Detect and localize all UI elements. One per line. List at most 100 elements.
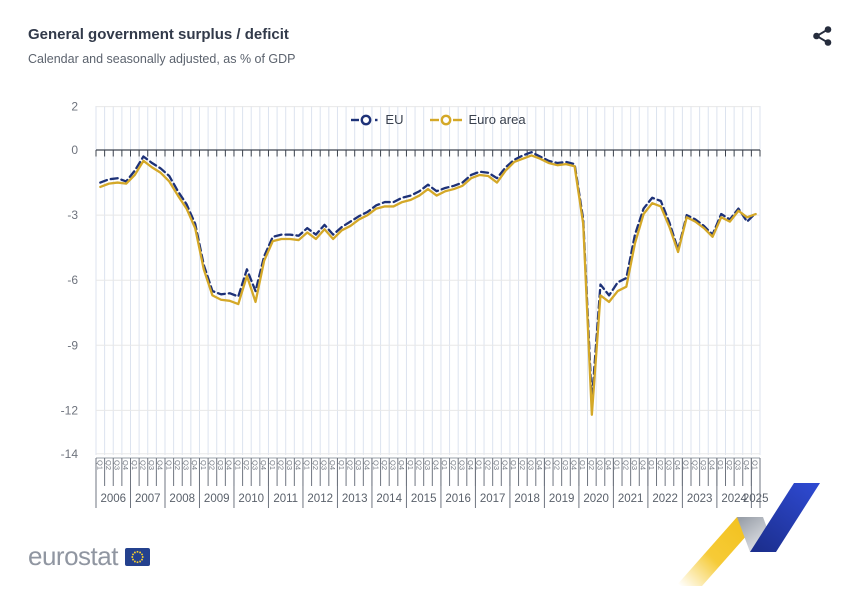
year-label: 2012 [307,493,333,505]
year-label: 2007 [135,493,161,505]
year-label: 2016 [445,493,471,505]
quarter-label: Q1 [682,460,691,470]
quarter-label: Q2 [621,460,630,470]
quarter-label: Q3 [561,460,570,470]
quarter-label: Q1 [613,460,622,470]
quarter-label: Q2 [449,460,458,470]
quarter-label: Q4 [570,460,579,470]
quarter-label: Q4 [328,460,337,470]
quarter-label: Q1 [647,460,656,470]
quarter-label: Q3 [285,460,294,470]
quarter-label: Q1 [475,460,484,470]
quarter-label: Q4 [535,460,544,470]
euro-area-line-marker [430,114,463,125]
quarter-label: Q2 [587,460,596,470]
year-label: 2025 [743,493,769,505]
legend-label-eu: EU [385,112,404,127]
quarter-label: Q1 [164,460,173,470]
quarter-label: Q4 [432,460,441,470]
y-axis-label: -9 [67,338,78,352]
year-label: 2017 [480,493,506,505]
legend-item-eu[interactable]: EU [350,112,403,127]
quarter-label: Q1 [578,460,587,470]
year-label: 2024 [721,493,747,505]
y-axis-label: -3 [67,208,78,222]
quarter-label: Q3 [492,460,501,470]
quarter-label: Q1 [302,460,311,470]
quarter-label: Q4 [742,460,751,470]
year-label: 2006 [100,493,126,505]
quarter-label: Q4 [673,460,682,470]
quarter-label: Q3 [733,460,742,470]
year-label: 2009 [204,493,230,505]
eurostat-logo: eurostat [28,541,150,572]
quarter-label: Q3 [147,460,156,470]
quarter-label: Q1 [268,460,277,470]
quarter-label: Q2 [483,460,492,470]
quarter-label: Q2 [242,460,251,470]
share-nodes-icon [813,26,832,46]
quarter-label: Q1 [440,460,449,470]
quarter-label: Q4 [121,460,130,470]
quarter-label: Q3 [423,460,432,470]
quarter-label: Q2 [552,460,561,470]
legend-item-euro-area[interactable]: Euro area [429,112,526,127]
quarter-label: Q3 [320,460,329,470]
year-label: 2013 [342,493,368,505]
year-label: 2018 [514,493,540,505]
page-title: General government surplus / deficit [28,26,289,43]
legend-label-euro-area: Euro area [468,112,526,127]
quarter-label: Q2 [414,460,423,470]
quarter-label: Q3 [216,460,225,470]
quarter-label: Q3 [664,460,673,470]
share-button[interactable] [811,24,835,48]
quarter-label: Q1 [406,460,415,470]
quarter-label: Q4 [225,460,234,470]
quarter-label: Q3 [457,460,466,470]
y-axis-label: -6 [67,273,78,287]
quarter-label: Q4 [259,460,268,470]
quarter-label: Q1 [371,460,380,470]
chart-legend: EU Euro area [298,112,578,127]
year-label: 2010 [238,493,264,505]
quarter-label: Q2 [345,460,354,470]
series-eu [99,151,757,403]
quarter-label: Q4 [190,460,199,470]
quarter-label: Q2 [690,460,699,470]
eu-flag-icon [124,547,150,566]
year-label: 2023 [687,493,713,505]
series-euro-area [99,154,757,416]
y-axis-label: -12 [61,403,79,417]
quarter-label: Q4 [604,460,613,470]
year-label: 2019 [549,493,575,505]
quarter-label: Q1 [199,460,208,470]
decorative-ribbon [676,483,820,586]
quarter-label: Q4 [294,460,303,470]
y-axis-label: -14 [61,447,79,461]
quarter-label: Q2 [518,460,527,470]
quarter-label: Q3 [389,460,398,470]
y-axis-label: 0 [71,143,78,157]
quarter-label: Q4 [397,460,406,470]
year-label: 2021 [618,493,644,505]
quarter-label: Q4 [708,460,717,470]
quarter-label: Q1 [130,460,139,470]
quarter-label: Q3 [630,460,639,470]
quarter-label: Q1 [509,460,518,470]
quarter-label: Q2 [311,460,320,470]
quarter-label: Q1 [751,460,760,470]
quarter-label: Q3 [595,460,604,470]
quarter-label: Q4 [363,460,372,470]
quarter-label: Q1 [544,460,553,470]
chart-subtitle: Calendar and seasonally adjusted, as % o… [28,52,296,66]
year-label: 2011 [273,493,298,505]
quarter-label: Q4 [501,460,510,470]
year-label: 2015 [411,493,437,505]
quarter-label: Q2 [380,460,389,470]
year-label: 2022 [652,493,678,505]
quarter-label: Q4 [466,460,475,470]
quarter-label: Q3 [251,460,260,470]
quarter-label: Q3 [526,460,535,470]
quarter-label: Q2 [276,460,285,470]
quarter-label: Q1 [233,460,242,470]
